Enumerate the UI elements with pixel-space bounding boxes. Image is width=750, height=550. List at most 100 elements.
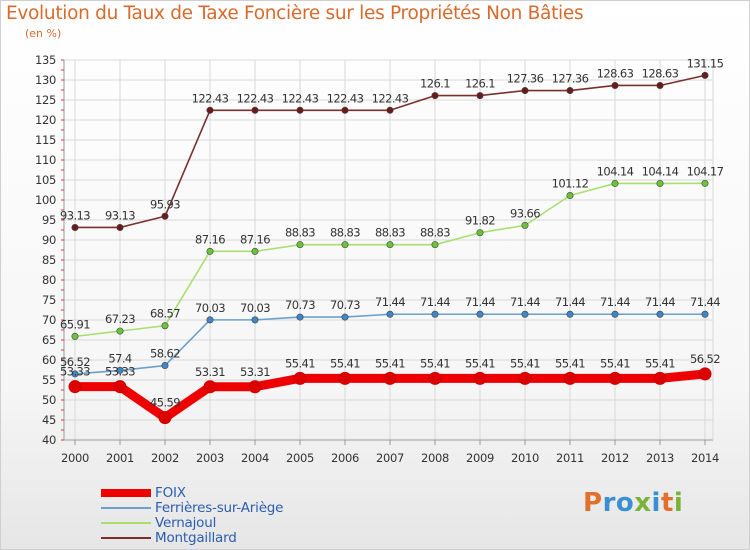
data-point-vernajoul bbox=[71, 332, 79, 340]
y-tick-label: 90 bbox=[42, 233, 56, 247]
logo-letter: r bbox=[602, 488, 616, 518]
data-label-vernajoul: 88.83 bbox=[330, 226, 360, 240]
data-label-vernajoul: 88.83 bbox=[420, 226, 450, 240]
legend-swatch bbox=[101, 506, 151, 509]
data-point-ferri-res-sur-ari-ge bbox=[341, 313, 349, 321]
data-point-montgaillard bbox=[566, 87, 574, 95]
data-label-montgaillard: 128.63 bbox=[597, 66, 634, 80]
data-label-foix: 53.33 bbox=[105, 365, 135, 379]
y-tick-label: 45 bbox=[42, 413, 56, 427]
data-point-vernajoul bbox=[251, 247, 259, 255]
legend-item: FOIX bbox=[101, 484, 283, 501]
legend-label: Montgaillard bbox=[155, 529, 237, 546]
data-point-ferri-res-sur-ari-ge bbox=[386, 310, 394, 318]
data-label-vernajoul: 104.14 bbox=[597, 164, 634, 178]
x-tick-label: 2008 bbox=[421, 451, 449, 465]
data-point-ferri-res-sur-ari-ge bbox=[431, 310, 439, 318]
y-tick-label: 120 bbox=[35, 113, 56, 127]
data-point-foix bbox=[293, 371, 307, 385]
data-label-vernajoul: 104.14 bbox=[642, 164, 679, 178]
data-label-montgaillard: 127.36 bbox=[507, 72, 544, 86]
x-tick-label: 2002 bbox=[151, 451, 179, 465]
data-point-vernajoul bbox=[296, 241, 304, 249]
data-label-foix: 56.52 bbox=[690, 352, 720, 366]
x-tick-label: 2000 bbox=[61, 451, 89, 465]
data-point-vernajoul bbox=[206, 247, 214, 255]
data-point-vernajoul bbox=[566, 192, 574, 200]
data-point-montgaillard bbox=[161, 212, 169, 220]
data-label-vernajoul: 65.91 bbox=[60, 317, 90, 331]
data-point-montgaillard bbox=[116, 223, 124, 231]
data-point-ferri-res-sur-ari-ge bbox=[71, 370, 79, 378]
data-label-montgaillard: 122.43 bbox=[237, 91, 274, 105]
data-point-foix bbox=[248, 380, 262, 394]
data-label-foix: 53.31 bbox=[240, 365, 270, 379]
y-tick-label: 95 bbox=[42, 213, 56, 227]
data-label-ferri-res-sur-ari-ge: 71.44 bbox=[555, 295, 585, 309]
data-point-ferri-res-sur-ari-ge bbox=[296, 313, 304, 321]
x-tick-label: 2006 bbox=[331, 451, 359, 465]
y-tick-label: 105 bbox=[35, 173, 56, 187]
data-point-montgaillard bbox=[431, 92, 439, 100]
data-point-ferri-res-sur-ari-ge bbox=[566, 310, 574, 318]
data-label-vernajoul: 104.17 bbox=[687, 164, 724, 178]
y-tick-label: 50 bbox=[42, 393, 56, 407]
y-tick-label: 65 bbox=[42, 333, 56, 347]
legend-label: Vernajoul bbox=[155, 514, 217, 531]
data-point-foix bbox=[68, 380, 82, 394]
data-point-montgaillard bbox=[701, 71, 709, 79]
data-point-foix bbox=[428, 371, 442, 385]
y-tick-label: 80 bbox=[42, 273, 56, 287]
data-point-foix bbox=[338, 371, 352, 385]
data-label-vernajoul: 87.16 bbox=[195, 232, 225, 246]
data-label-montgaillard: 126.1 bbox=[465, 77, 495, 91]
data-label-foix: 55.41 bbox=[465, 356, 495, 370]
data-point-vernajoul bbox=[386, 241, 394, 249]
data-label-ferri-res-sur-ari-ge: 71.44 bbox=[510, 295, 540, 309]
axes: 40 45 50 55 60 65 70 75 80 85 90 95 100 105 110 115 120 1… bbox=[35, 53, 719, 465]
data-point-montgaillard bbox=[521, 87, 529, 95]
legend-item: Montgaillard bbox=[101, 529, 283, 546]
data-point-vernajoul bbox=[161, 322, 169, 330]
data-point-montgaillard bbox=[386, 106, 394, 114]
logo-letter: i bbox=[651, 488, 661, 518]
data-point-montgaillard bbox=[656, 81, 664, 89]
x-tick-label: 2004 bbox=[241, 451, 269, 465]
data-label-ferri-res-sur-ari-ge: 70.73 bbox=[330, 298, 360, 312]
data-label-vernajoul: 93.66 bbox=[510, 206, 540, 220]
data-point-ferri-res-sur-ari-ge bbox=[701, 310, 709, 318]
proxiti-logo: Proxiti bbox=[583, 488, 683, 518]
chart-title: Evolution du Taux de Taxe Foncière sur l… bbox=[6, 3, 584, 24]
data-point-ferri-res-sur-ari-ge bbox=[611, 310, 619, 318]
data-point-ferri-res-sur-ari-ge bbox=[206, 316, 214, 324]
data-point-vernajoul bbox=[431, 241, 439, 249]
data-point-foix bbox=[473, 371, 487, 385]
x-tick-label: 2003 bbox=[196, 451, 224, 465]
data-point-vernajoul bbox=[476, 229, 484, 237]
y-tick-label: 70 bbox=[42, 313, 56, 327]
data-label-montgaillard: 122.43 bbox=[192, 91, 229, 105]
logo-letter: o bbox=[615, 488, 635, 518]
data-point-montgaillard bbox=[296, 106, 304, 114]
data-label-vernajoul: 91.82 bbox=[465, 214, 495, 228]
data-point-vernajoul bbox=[116, 327, 124, 335]
data-point-foix bbox=[653, 371, 667, 385]
data-label-montgaillard: 126.1 bbox=[420, 77, 450, 91]
y-tick-label: 125 bbox=[35, 93, 56, 107]
data-label-montgaillard: 122.43 bbox=[327, 91, 364, 105]
data-point-ferri-res-sur-ari-ge bbox=[476, 310, 484, 318]
data-point-foix bbox=[518, 371, 532, 385]
data-label-montgaillard: 95.93 bbox=[150, 197, 180, 211]
data-label-ferri-res-sur-ari-ge: 70.03 bbox=[240, 301, 270, 315]
data-point-vernajoul bbox=[611, 179, 619, 187]
data-label-vernajoul: 88.83 bbox=[375, 226, 405, 240]
data-point-ferri-res-sur-ari-ge bbox=[521, 310, 529, 318]
data-label-foix: 55.41 bbox=[420, 356, 450, 370]
legend-swatch bbox=[101, 488, 151, 497]
y-tick-label: 40 bbox=[42, 433, 56, 447]
legend-label: FOIX bbox=[155, 484, 186, 501]
data-point-foix bbox=[563, 371, 577, 385]
legend-item: Vernajoul bbox=[101, 514, 283, 531]
legend: FOIX Ferrières-sur-Ariège Vernajoul Montgai… bbox=[101, 484, 283, 546]
